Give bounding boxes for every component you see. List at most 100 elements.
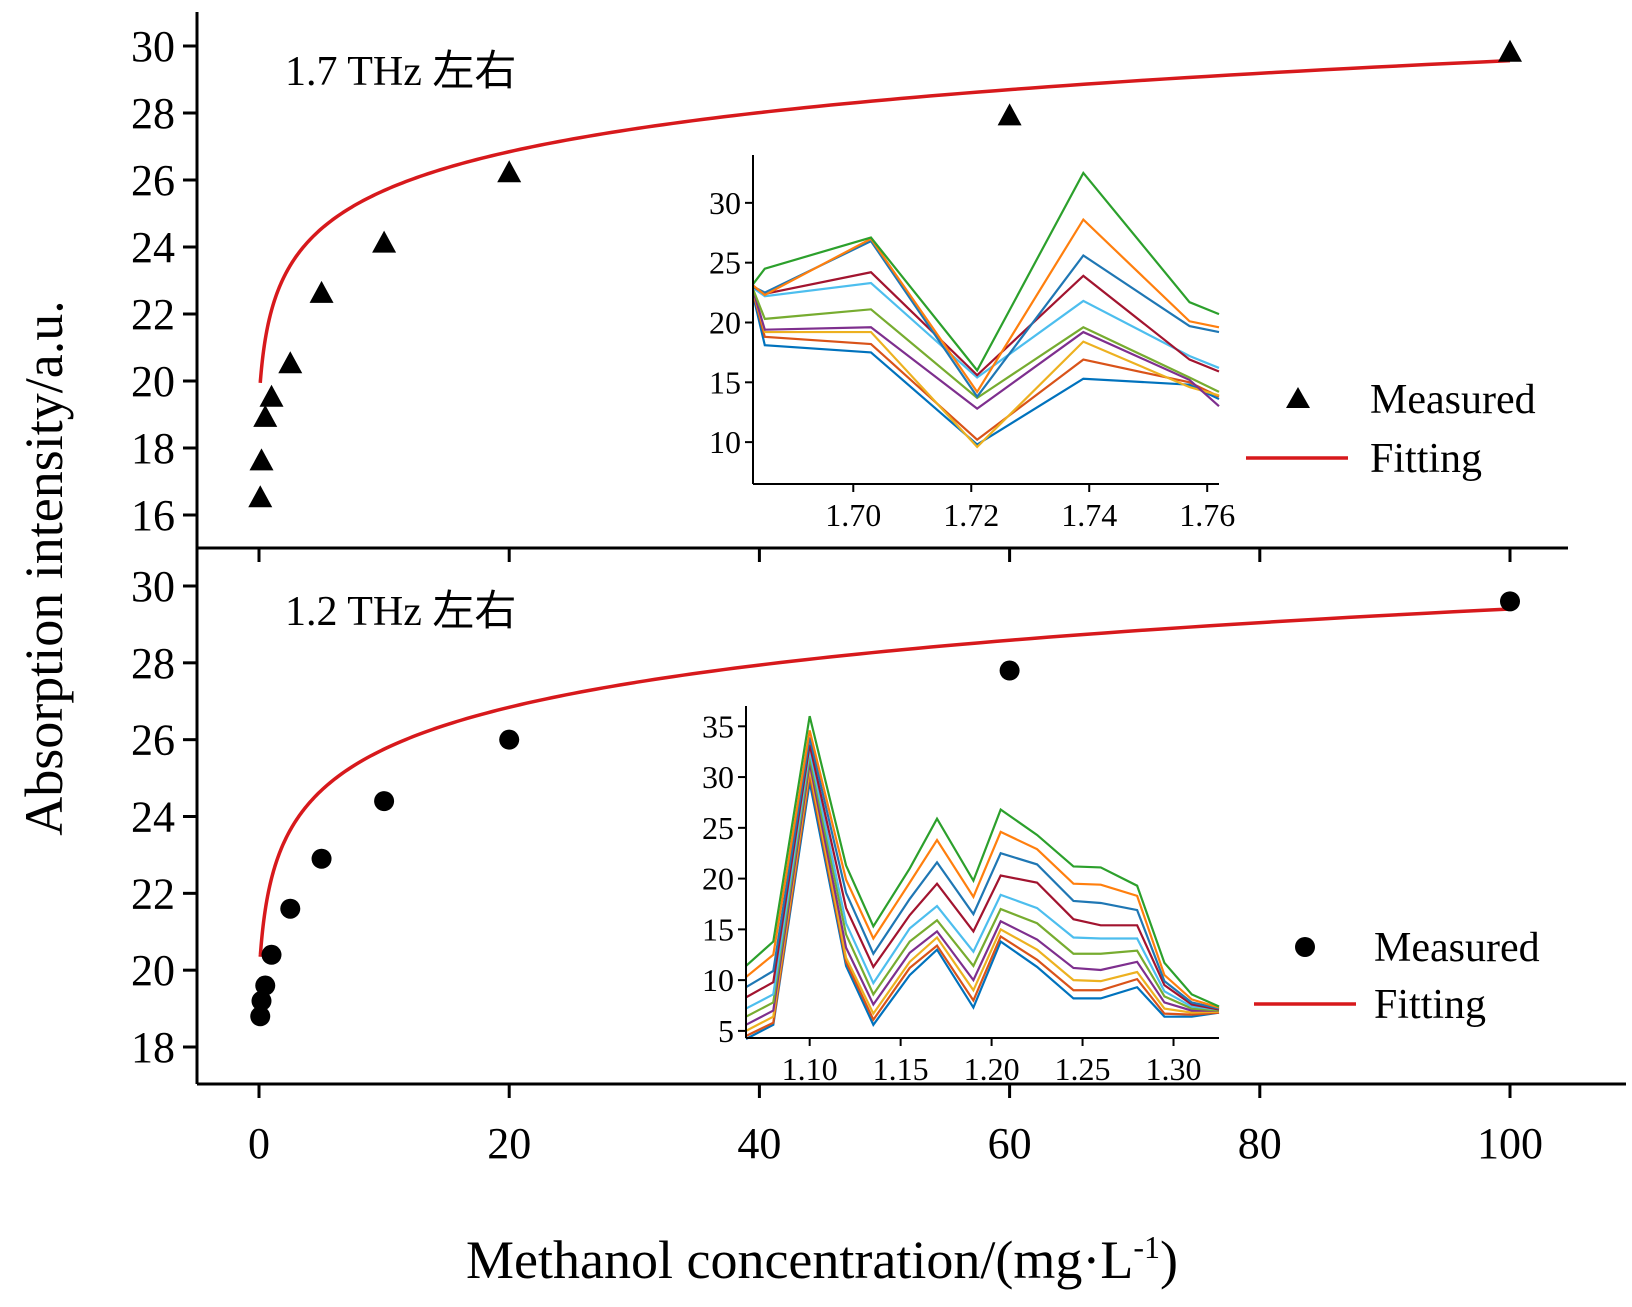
y-tick-label: 16 xyxy=(131,491,175,540)
inset-x-tick-label: 1.74 xyxy=(1061,497,1117,533)
y-tick-label: 28 xyxy=(131,639,175,688)
inset-x-tick-label: 1.30 xyxy=(1146,1051,1202,1087)
measured-point xyxy=(280,898,301,919)
inset-y-tick-label: 10 xyxy=(709,424,741,460)
y-tick-label: 18 xyxy=(131,424,175,473)
measured-point xyxy=(497,160,522,183)
inset-y-tick-label: 25 xyxy=(702,810,734,846)
x-tick-label: 80 xyxy=(1238,1119,1282,1168)
y-tick-label: 20 xyxy=(131,357,175,406)
legend-fitting-label: Fitting xyxy=(1374,982,1486,1028)
y-tick-label: 30 xyxy=(131,562,175,611)
panel-1: 16 18 20 22 24 26 28 30 1.7 THz 左右 Measured Fittin… xyxy=(131,22,1536,540)
x-axis-title-sup: -1 xyxy=(1133,1229,1160,1265)
legend: Measured Fitting xyxy=(1254,925,1540,1028)
y-tick-label: 24 xyxy=(131,223,175,272)
panel-annotation: 1.7 THz 左右 xyxy=(285,49,516,95)
panel-annotation: 1.2 THz 左右 xyxy=(285,589,516,635)
inset-y-tick-label: 35 xyxy=(702,708,734,744)
inset-x-tick-label: 1.20 xyxy=(964,1051,1020,1087)
inset-y-tick-label: 15 xyxy=(709,364,741,400)
measured-point xyxy=(255,975,276,996)
inset-y-tick-label: 30 xyxy=(702,759,734,795)
measured-point xyxy=(1498,39,1522,62)
inset-series-line xyxy=(745,715,1220,1008)
plot-frame: 0 20 40 60 80 100 xyxy=(195,12,1626,1168)
inset-x-tick-label: 1.72 xyxy=(943,497,999,533)
inset-y-tick-label: 25 xyxy=(709,245,741,281)
inset-series-line xyxy=(745,756,1220,1018)
fitting-curve xyxy=(258,58,1511,383)
measured-point xyxy=(259,384,284,407)
inset-x-tick-label: 1.10 xyxy=(782,1051,838,1087)
y-axis-title: Absorption intensity/a.u. xyxy=(14,300,74,835)
inset-series-line xyxy=(745,774,1220,1037)
inset-series-line xyxy=(752,271,1220,377)
inset-x-tick-label: 1.15 xyxy=(873,1051,929,1087)
inset-x-tick-label: 1.76 xyxy=(1179,497,1235,533)
inset-series-line xyxy=(751,292,1220,442)
fitting-curve xyxy=(258,607,1511,957)
measured-point xyxy=(372,230,397,253)
inset-chart: 1.70 1.72 1.74 1.76 10 15 20 25 30 xyxy=(709,155,1235,533)
measured-point xyxy=(278,351,303,374)
inset-series-line xyxy=(751,289,1220,411)
inset-x-tick-label: 1.70 xyxy=(825,497,881,533)
legend-measured-marker xyxy=(1295,937,1315,957)
x-axis-title-end: ) xyxy=(1160,1230,1178,1290)
measured-point xyxy=(1500,591,1520,612)
panels: 16 18 20 22 24 26 28 30 1.7 THz 左右 Measured Fittin… xyxy=(131,22,1540,1087)
y-tick-label: 22 xyxy=(131,869,175,918)
measured-point xyxy=(253,404,278,427)
legend-fitting-label: Fitting xyxy=(1370,436,1482,482)
x-tick-label: 0 xyxy=(248,1119,270,1168)
inset-y-tick-label: 10 xyxy=(702,962,734,998)
measured-point xyxy=(311,848,332,869)
inset-x-tick-label: 1.25 xyxy=(1055,1051,1111,1087)
x-tick-label: 100 xyxy=(1477,1119,1543,1168)
panel-2: 18 20 22 24 26 28 30 1.2 THz 左右 Measured Fitting 1… xyxy=(131,562,1540,1087)
measured-point xyxy=(309,280,334,303)
y-tick-label: 24 xyxy=(131,793,175,842)
y-tick-label: 30 xyxy=(131,22,175,71)
inset-series-line xyxy=(745,762,1219,1026)
inset-y-tick-label: 20 xyxy=(709,304,741,340)
y-tick-label: 26 xyxy=(131,156,175,205)
measured-point xyxy=(997,103,1022,126)
inset-series-line xyxy=(752,170,1220,373)
inset-series-line xyxy=(745,737,1220,1010)
x-axis-title: Methanol concentration/(mg·L-1) xyxy=(466,1229,1178,1290)
inset-series-line xyxy=(751,294,1220,446)
y-tick-label: 20 xyxy=(131,946,175,995)
x-tick-label: 60 xyxy=(988,1119,1032,1168)
measured-point xyxy=(250,1006,271,1027)
y-tick-label: 28 xyxy=(131,89,175,138)
measured-point xyxy=(251,990,272,1011)
inset-y-tick-label: 30 xyxy=(709,185,741,221)
measured-point xyxy=(248,485,273,508)
measured-point xyxy=(249,448,274,471)
x-axis-title-main: Methanol concentration/(mg·L xyxy=(466,1230,1133,1290)
inset-series-line xyxy=(745,730,1220,1009)
y-tick-label: 18 xyxy=(131,1023,175,1072)
inset-series-line xyxy=(745,750,1220,1011)
inset-y-tick-label: 20 xyxy=(702,861,734,897)
inset-y-tick-label: 5 xyxy=(718,1013,734,1049)
x-tick-label: 40 xyxy=(737,1119,781,1168)
inset-series-line xyxy=(745,768,1220,1032)
measured-point xyxy=(999,660,1020,681)
inset-chart: 1.10 1.15 1.20 1.25 1.30 5 10 15 20 25 30 35 xyxy=(702,706,1220,1087)
x-tick-label: 20 xyxy=(487,1119,531,1168)
inset-series-line xyxy=(751,291,1220,449)
inset-series-line xyxy=(752,239,1220,399)
inset-series-line xyxy=(752,217,1220,394)
inset-series-line xyxy=(745,744,1220,1011)
legend: Measured Fitting xyxy=(1246,377,1536,482)
y-tick-label: 26 xyxy=(131,716,175,765)
legend-measured-label: Measured xyxy=(1374,925,1540,971)
legend-measured-marker xyxy=(1286,387,1310,408)
inset-y-tick-label: 15 xyxy=(702,911,734,947)
inset-series-line xyxy=(752,281,1220,379)
legend-measured-label: Measured xyxy=(1370,377,1536,423)
